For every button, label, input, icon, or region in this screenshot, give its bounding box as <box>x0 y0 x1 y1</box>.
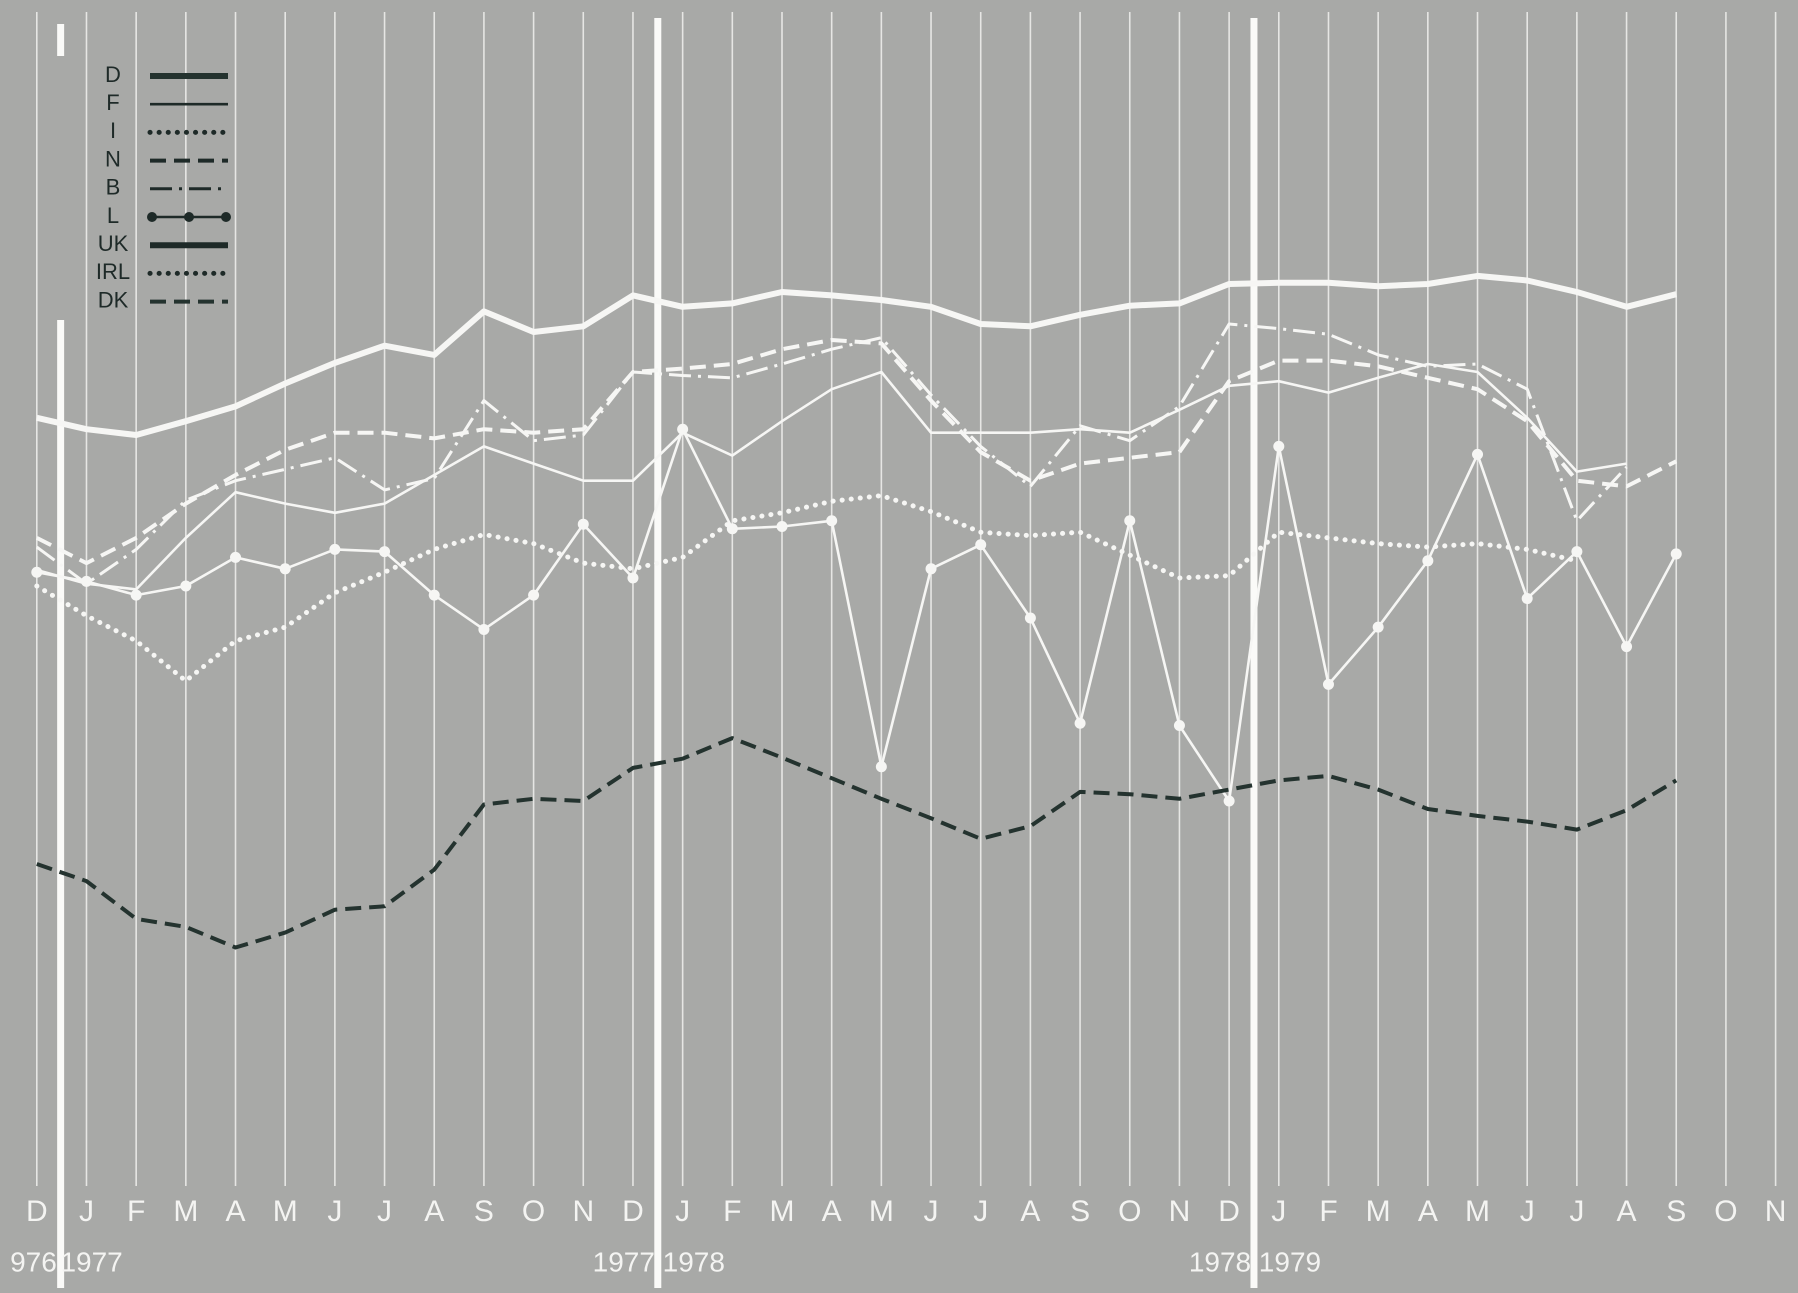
data-point <box>776 520 788 532</box>
x-tick-label: S <box>474 1195 494 1228</box>
year-label: 1978 <box>1189 1246 1251 1277</box>
x-tick-label: M <box>1465 1195 1490 1228</box>
year-label: 976 <box>10 1246 57 1277</box>
legend-label: B <box>106 175 121 200</box>
data-point <box>180 580 192 592</box>
data-point <box>230 551 242 563</box>
data-point <box>31 566 43 578</box>
x-tick-label: N <box>1765 1195 1787 1228</box>
x-tick-label: J <box>973 1195 988 1228</box>
legend-label: DK <box>98 287 129 312</box>
data-point <box>428 589 440 601</box>
x-tick-label: A <box>1020 1195 1040 1228</box>
series-line <box>35 322 1628 586</box>
data-point <box>329 543 341 555</box>
x-tick-label: D <box>622 1195 644 1228</box>
x-tick-label: S <box>1666 1195 1686 1228</box>
data-point <box>1621 641 1633 653</box>
data-point <box>80 575 92 587</box>
legend-label: D <box>105 62 121 87</box>
x-tick-label: F <box>127 1195 145 1228</box>
data-point <box>130 589 142 601</box>
data-point <box>1670 548 1682 560</box>
x-tick-label: F <box>723 1195 741 1228</box>
year-label: 1977 <box>60 1246 122 1277</box>
data-point <box>1223 795 1235 807</box>
x-tick-label: M <box>273 1195 298 1228</box>
legend-label: F <box>106 90 119 115</box>
x-tick-label: A <box>822 1195 842 1228</box>
data-point <box>1372 621 1384 633</box>
x-tick-label: N <box>572 1195 594 1228</box>
data-point <box>875 761 887 773</box>
year-label: 1977 <box>593 1246 655 1277</box>
legend-label: I <box>110 118 116 143</box>
series-line <box>34 493 1580 684</box>
x-tick-label: J <box>1569 1195 1584 1228</box>
data-point <box>925 563 937 575</box>
data-point <box>1173 720 1185 732</box>
data-point <box>478 623 490 635</box>
data-point <box>528 589 540 601</box>
x-tick-label: J <box>327 1195 342 1228</box>
legend-label: N <box>105 146 121 171</box>
legend-marker <box>184 212 194 222</box>
data-point <box>975 539 987 551</box>
data-point <box>627 572 639 584</box>
x-tick-label: M <box>173 1195 198 1228</box>
year-label: 1978 <box>663 1246 725 1277</box>
x-tick-label: J <box>1520 1195 1535 1228</box>
x-tick-label: A <box>1418 1195 1438 1228</box>
legend-marker <box>221 212 231 222</box>
x-tick-label: A <box>424 1195 444 1228</box>
x-tick-label: J <box>675 1195 690 1228</box>
data-point <box>379 546 391 558</box>
series-line <box>36 362 1627 591</box>
series-line <box>36 272 1677 438</box>
x-tick-label: S <box>1070 1195 1090 1228</box>
x-tick-label: J <box>377 1195 392 1228</box>
data-point <box>279 563 291 575</box>
data-point <box>1074 717 1086 729</box>
series-line <box>36 427 1678 803</box>
data-point <box>1273 440 1285 452</box>
x-tick-label: N <box>1169 1195 1191 1228</box>
data-point <box>726 523 738 535</box>
data-point <box>1024 612 1036 624</box>
data-point <box>677 423 689 435</box>
legend-label: UK <box>98 231 129 256</box>
data-point <box>1124 515 1136 527</box>
x-tick-label: A <box>226 1195 246 1228</box>
data-point <box>1571 546 1583 558</box>
data-point <box>577 518 589 530</box>
series-line <box>35 338 1678 566</box>
x-tick-label: J <box>1271 1195 1286 1228</box>
legend-marker <box>147 212 157 222</box>
data-point <box>826 515 838 527</box>
x-tick-label: O <box>522 1195 545 1228</box>
x-tick-label: J <box>79 1195 94 1228</box>
legend-label: IRL <box>96 259 130 284</box>
plot <box>31 272 1682 950</box>
x-tick-label: A <box>1617 1195 1637 1228</box>
x-tick-label: O <box>1714 1195 1737 1228</box>
series-line <box>36 736 1678 950</box>
data-point <box>1422 555 1434 567</box>
x-tick-label: M <box>1366 1195 1391 1228</box>
x-tick-label: O <box>1118 1195 1141 1228</box>
x-tick-label: M <box>770 1195 795 1228</box>
x-tick-label: F <box>1319 1195 1337 1228</box>
x-tick-label: M <box>869 1195 894 1228</box>
data-point <box>1521 593 1533 605</box>
x-tick-label: J <box>924 1195 939 1228</box>
data-point <box>1322 678 1334 690</box>
year-label: 1979 <box>1259 1246 1321 1277</box>
x-tick-label: D <box>26 1195 48 1228</box>
data-point <box>1472 448 1484 460</box>
x-tick-label: D <box>1218 1195 1240 1228</box>
legend-label: L <box>107 203 119 228</box>
